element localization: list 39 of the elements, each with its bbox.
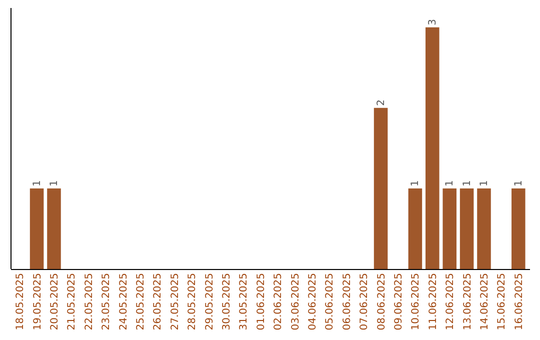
x-tick-label: 12.06.2025 (445, 273, 456, 330)
x-tick-label: 06.06.2025 (342, 273, 353, 330)
x-tick-label: 13.06.2025 (462, 273, 474, 330)
x-tick-label: 19.05.2025 (32, 273, 44, 330)
x-tick-label: 18.05.2025 (15, 273, 26, 330)
x-tick-label: 08.06.2025 (376, 273, 388, 330)
x-tick-label: 26.05.2025 (152, 273, 164, 330)
x-tick-label: 25.05.2025 (136, 273, 146, 330)
data-label: 3 (427, 18, 438, 26)
x-tick-label: 24.05.2025 (118, 273, 130, 330)
x-tick-label: 29.05.2025 (204, 273, 216, 330)
x-tick-label: 21.05.2025 (66, 273, 78, 330)
x-tick-label: 10.06.2025 (410, 273, 422, 330)
x-tick-label: 23.05.2025 (101, 273, 112, 330)
x-tick-label: 04.06.2025 (308, 273, 318, 330)
data-label: 1 (32, 180, 43, 186)
x-tick-label: 22.05.2025 (84, 273, 95, 330)
x-tick-label: 11.06.2025 (428, 273, 439, 330)
x-tick-label: 09.06.2025 (394, 273, 404, 330)
data-label: 1 (444, 180, 456, 186)
x-tick-label: 07.06.2025 (359, 273, 370, 330)
x-tick-label: 05.06.2025 (324, 273, 336, 330)
data-label: 1 (462, 180, 473, 186)
x-tick-label: 28.05.2025 (187, 273, 198, 330)
data-label: 1 (479, 180, 490, 186)
x-tick-label: 16.06.2025 (514, 273, 525, 330)
x-tick-label: 01.06.2025 (256, 273, 267, 330)
x-tick-label: 14.06.2025 (480, 273, 490, 330)
data-label: 2 (376, 100, 387, 106)
x-tick-label: 20.05.2025 (50, 273, 60, 330)
x-tick-label: 03.06.2025 (290, 273, 302, 330)
data-label: 1 (410, 180, 422, 186)
x-tick-label: 02.06.2025 (273, 273, 284, 330)
x-tick-label: 31.05.2025 (238, 273, 250, 330)
x-tick-label: 15.06.2025 (496, 273, 508, 330)
x-tick-label: 30.05.2025 (222, 273, 232, 330)
data-label: 1 (49, 180, 60, 186)
data-label: 1 (513, 180, 524, 186)
x-tick-label: 27.05.2025 (170, 273, 181, 330)
